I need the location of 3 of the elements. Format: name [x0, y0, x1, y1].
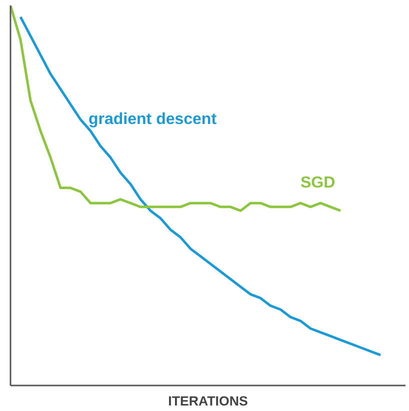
series-label: gradient descent: [88, 111, 218, 128]
series-label: SGD: [300, 174, 336, 192]
x-axis-title: ITERATIONS: [168, 394, 248, 408]
